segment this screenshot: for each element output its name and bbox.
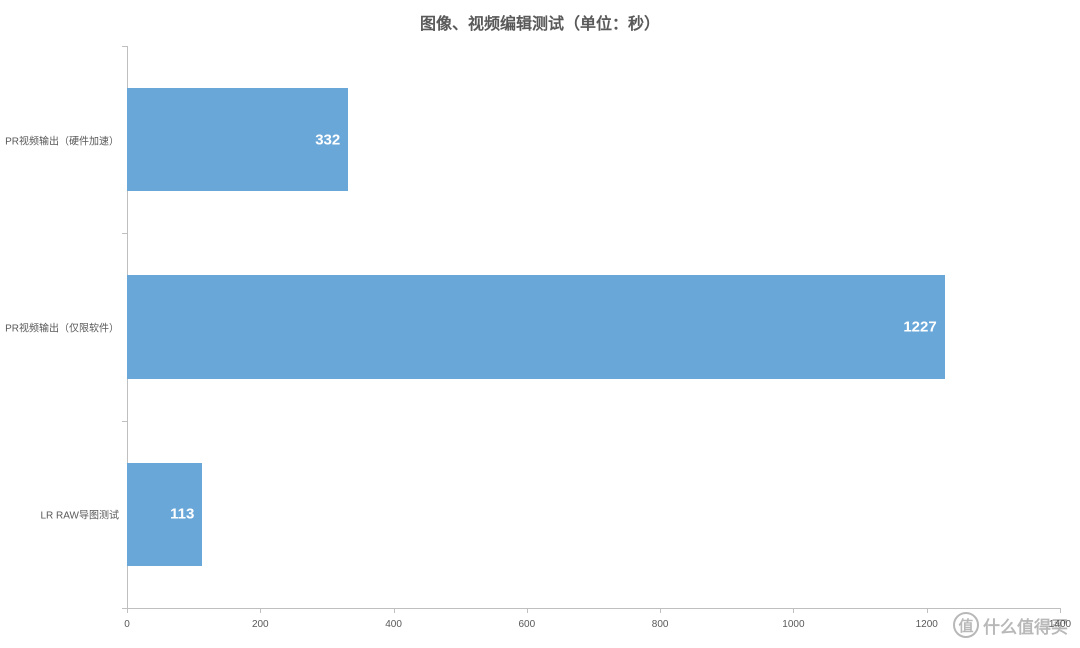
y-tick [122,46,127,47]
x-tick-label: 1200 [916,613,938,630]
watermark: 值 什么值得买 [953,612,1068,638]
x-tick-label: 600 [519,613,536,630]
watermark-text: 什么值得买 [983,613,1068,638]
x-tick-label: 400 [385,613,402,630]
bar: 332 [127,88,348,191]
bar-value-label: 113 [170,506,194,523]
bar: 1227 [127,275,945,378]
y-category-label: LR RAW导图测试 [40,507,127,522]
watermark-circle: 值 [953,612,979,638]
y-tick [122,233,127,234]
y-category-label: PR视频输出（硬件加速） [5,132,127,147]
x-tick-label: 0 [124,613,130,630]
bar-value-label: 1227 [903,318,936,335]
y-tick [122,608,127,609]
y-tick [122,421,127,422]
x-tick-label: 800 [652,613,669,630]
chart-title: 图像、视频编辑测试（单位：秒） [0,10,1080,34]
x-tick-label: 200 [252,613,269,630]
x-axis [127,608,1060,609]
bar-value-label: 332 [315,131,340,148]
plot-area: 0200400600800100012001400PR视频输出（硬件加速）332… [127,46,1060,608]
x-tick-label: 1000 [782,613,804,630]
y-category-label: PR视频输出（仅限软件） [5,320,127,335]
bar: 113 [127,463,202,566]
